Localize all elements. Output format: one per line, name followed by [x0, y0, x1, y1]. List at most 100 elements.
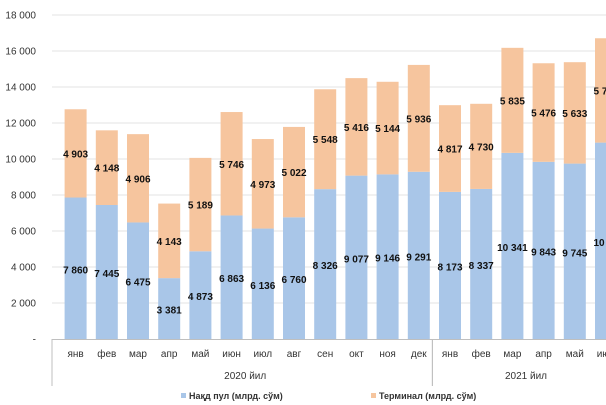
data-label-cash: 6 136: [250, 281, 275, 292]
bar-terminal: [64, 109, 87, 198]
bar-cash: [595, 142, 606, 339]
data-label-terminal: 4 730: [469, 142, 494, 153]
bar-terminal: [439, 105, 461, 192]
y-tick-label: 14 000: [5, 83, 36, 94]
data-label-terminal: 4 903: [63, 149, 88, 160]
year-group-label: 2020 йил: [224, 371, 266, 382]
data-label-terminal: 5 936: [406, 114, 431, 125]
data-label-terminal: 5 633: [562, 109, 587, 120]
x-tick-label: июн: [222, 349, 241, 360]
bar-terminal: [595, 38, 606, 143]
bar-cash: [470, 188, 493, 339]
legend-label-terminal: Терминал (млрд. сўм): [379, 391, 476, 401]
bar-terminal: [314, 89, 337, 190]
x-tick-label: июн: [597, 349, 606, 360]
data-label-terminal: 4 817: [437, 145, 462, 156]
bar-cash: [501, 152, 524, 339]
data-label-cash: 8 173: [437, 262, 462, 273]
x-tick-label: ноя: [379, 349, 396, 360]
legend-label-cash: Нақд пул (млрд. сўм): [189, 391, 283, 401]
x-tick-label: янв: [442, 349, 458, 360]
bar-terminal: [345, 78, 368, 176]
data-label-cash: 6 760: [281, 275, 306, 286]
data-label-cash: 8 337: [469, 261, 494, 272]
x-tick-label: дек: [411, 349, 427, 360]
bar-terminal: [283, 126, 305, 218]
data-label-cash: 7 860: [63, 265, 88, 276]
bar-cash: [220, 215, 243, 339]
data-label-cash: 10 91: [593, 238, 606, 249]
data-label-terminal: 4 906: [125, 174, 150, 185]
title-band-mask: [0, 0, 606, 8]
bar-cash: [64, 197, 87, 339]
data-label-terminal: 4 148: [94, 164, 119, 175]
y-tick-label: 16 000: [5, 47, 36, 58]
data-label-cash: 6 863: [219, 274, 244, 285]
data-label-cash: 7 445: [94, 269, 119, 280]
y-tick-label: 12 000: [5, 119, 36, 130]
x-tick-label: фев: [472, 348, 491, 360]
bar-terminal: [95, 130, 118, 205]
data-label-terminal: 5 144: [375, 124, 400, 135]
bar-cash: [345, 175, 368, 339]
data-label-terminal: 5 189: [188, 201, 213, 212]
data-label-terminal: 5 022: [281, 168, 306, 179]
bar-cash: [532, 161, 555, 339]
x-tick-label: янв: [67, 349, 83, 360]
bar-cash: [314, 189, 337, 339]
bar-terminal: [127, 134, 149, 223]
x-tick-label: мар: [129, 349, 147, 360]
data-label-cash: 9 077: [344, 254, 369, 265]
y-tick-label: 4 000: [11, 263, 36, 274]
data-label-cash: 9 146: [375, 254, 400, 265]
bar-terminal: [407, 64, 430, 172]
data-label-cash: 9 843: [531, 247, 556, 258]
data-label-cash: 4 873: [188, 292, 213, 303]
bar-terminal: [532, 63, 555, 162]
bar-terminal: [376, 81, 399, 175]
data-label-terminal: 5 835: [500, 96, 525, 107]
data-label-cash: 9 745: [562, 248, 587, 259]
bar-cash: [189, 251, 212, 339]
data-label-terminal: 5 797: [593, 86, 606, 97]
bar-terminal: [220, 112, 243, 216]
bar-terminal: [501, 47, 524, 153]
data-label-terminal: 4 143: [157, 237, 182, 248]
legend-swatch-cash: [181, 393, 186, 398]
bar-terminal: [470, 103, 493, 189]
data-label-cash: 6 475: [125, 278, 150, 289]
y-tick-label: 6 000: [11, 227, 36, 238]
data-label-cash: 3 381: [157, 306, 182, 317]
bar-terminal: [563, 62, 586, 164]
x-tick-label: апр: [161, 349, 178, 360]
bar-cash: [376, 174, 399, 339]
x-tick-label: сен: [317, 349, 333, 360]
data-label-terminal: 5 746: [219, 160, 244, 171]
data-label-terminal: 4 973: [250, 180, 275, 191]
x-tick-label: май: [566, 349, 584, 360]
bar-cash: [563, 163, 586, 339]
data-label-cash: 10 341: [497, 243, 528, 254]
x-tick-label: апр: [535, 349, 552, 360]
y-tick-label: -: [33, 335, 36, 346]
data-label-terminal: 5 476: [531, 109, 556, 120]
bar-cash: [127, 222, 149, 339]
bar-terminal: [251, 139, 274, 229]
bar-cash: [439, 191, 461, 339]
bar-cash: [158, 278, 181, 339]
y-tick-label: 8 000: [11, 191, 36, 202]
year-group-label: 2021 йил: [505, 371, 547, 382]
bar-cash: [251, 228, 274, 339]
x-tick-label: фев: [97, 348, 116, 360]
bar-cash: [407, 171, 430, 339]
bar-cash: [283, 217, 305, 339]
data-label-cash: 8 326: [313, 261, 338, 272]
x-tick-label: авг: [287, 349, 302, 360]
x-tick-label: июл: [253, 349, 272, 360]
bar-terminal: [189, 157, 212, 252]
y-tick-label: 2 000: [11, 299, 36, 310]
x-tick-label: мар: [503, 349, 521, 360]
y-tick-label: 10 000: [5, 155, 36, 166]
